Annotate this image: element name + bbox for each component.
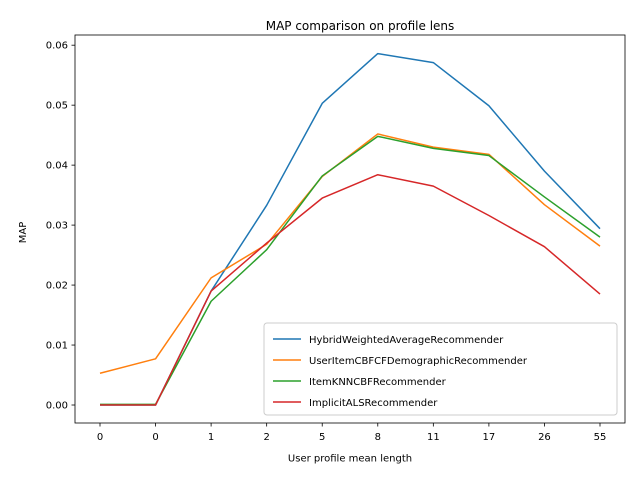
y-axis-label: MAP <box>18 222 29 244</box>
x-tick-label: 0 <box>97 432 103 443</box>
legend-label-1: UserItemCBFCFDemographicRecommender <box>309 356 528 367</box>
x-tick-label: 17 <box>483 432 496 443</box>
y-tick-label: 0.05 <box>46 101 68 112</box>
series-line-3 <box>100 173 601 406</box>
chart-title: MAP comparison on profile lens <box>266 19 455 33</box>
legend: HybridWeightedAverageRecommender UserItem… <box>263 322 618 416</box>
series-line-2 <box>100 135 601 406</box>
y-tick-label: 0.03 <box>46 221 68 232</box>
plot-area: 0 0 1 2 5 8 11 17 26 55 0.00 0.01 0.02 0.03 0.04 0.05 0.… <box>46 34 626 443</box>
x-tick-label: 55 <box>594 432 607 443</box>
legend-label-3: ImplicitALSRecommender <box>309 398 438 409</box>
x-tick-label: 0 <box>152 432 158 443</box>
x-tick-label: 11 <box>427 432 440 443</box>
y-tick-label: 0.06 <box>46 41 68 52</box>
y-tick-label: 0.04 <box>46 161 68 172</box>
plot-frame <box>74 34 626 424</box>
x-tick-label: 5 <box>319 432 325 443</box>
x-tick-label: 26 <box>538 432 551 443</box>
x-tick-label: 2 <box>263 432 269 443</box>
y-tick-label: 0.00 <box>46 401 68 412</box>
y-tick-label: 0.02 <box>46 281 68 292</box>
x-tick-label: 8 <box>375 432 381 443</box>
legend-label-0: HybridWeightedAverageRecommender <box>309 335 504 346</box>
legend-box <box>263 322 618 416</box>
y-tick-label: 0.01 <box>46 341 68 352</box>
x-axis-label: User profile mean length <box>288 454 412 465</box>
x-tick-label: 1 <box>208 432 214 443</box>
legend-label-2: ItemKNNCBFRecommender <box>309 377 447 388</box>
